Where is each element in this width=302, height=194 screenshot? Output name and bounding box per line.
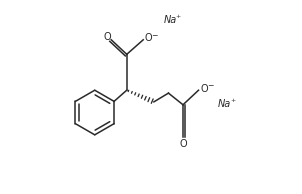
Text: +: + — [230, 98, 235, 103]
Text: O: O — [200, 84, 208, 94]
Text: O: O — [145, 33, 153, 43]
Text: O: O — [179, 139, 187, 149]
Text: −: − — [207, 81, 213, 90]
Text: Na: Na — [164, 15, 177, 25]
Text: −: − — [152, 31, 158, 40]
Text: Na: Na — [218, 99, 231, 109]
Text: O: O — [103, 32, 111, 42]
Text: +: + — [176, 14, 181, 19]
